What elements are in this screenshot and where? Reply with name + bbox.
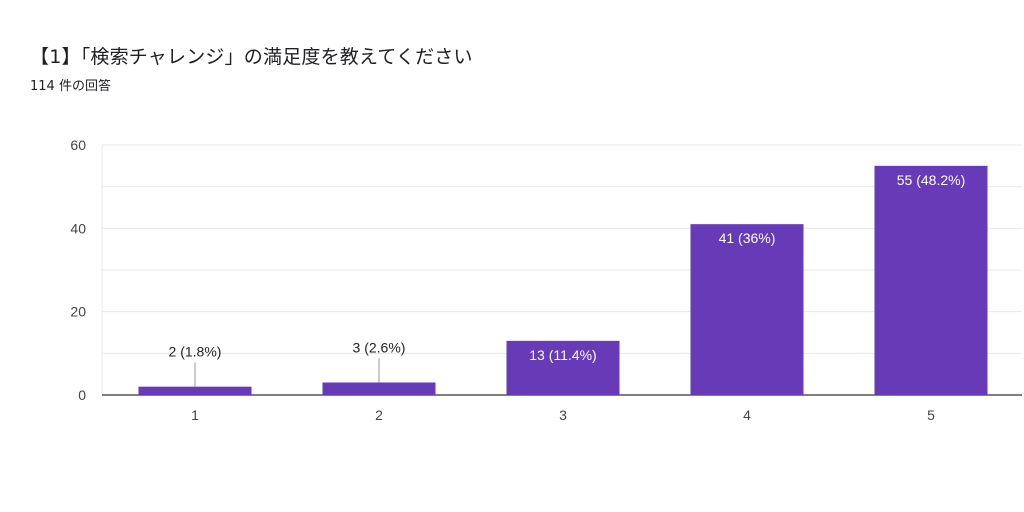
bars [138, 165, 988, 395]
chart-title: 【1】「検索チャレンジ」の満足度を教えてください [30, 46, 473, 68]
x-tick-label: 2 [375, 407, 383, 423]
y-tick-label: 0 [78, 387, 86, 403]
x-axis-ticks: 1 2 3 4 5 [191, 407, 935, 423]
bar [874, 165, 988, 395]
bar [138, 386, 252, 395]
y-tick-label: 20 [70, 304, 86, 320]
response-count: 114 件の回答 [30, 79, 111, 94]
y-axis-ticks: 0 20 40 60 [70, 137, 86, 403]
bar [506, 340, 620, 395]
chart-header: 【1】「検索チャレンジ」の満足度を教えてください 114 件の回答 [30, 44, 473, 96]
x-tick-label: 5 [927, 407, 935, 423]
data-label: 3 (2.6%) [353, 340, 406, 356]
data-label: 13 (11.4%) [529, 347, 596, 363]
x-tick-label: 3 [559, 407, 567, 423]
data-label: 41 (36%) [719, 230, 776, 246]
gridlines [101, 144, 1022, 396]
data-label: 55 (48.2%) [897, 172, 965, 188]
data-label: 2 (1.8%) [169, 344, 222, 360]
data-labels: 2 (1.8%) 3 (2.6%) 13 (11.4%) 41 (36%) 55 (48… [169, 172, 965, 387]
x-tick-label: 1 [191, 407, 199, 423]
x-tick-label: 4 [743, 407, 751, 423]
bar [322, 382, 436, 395]
y-tick-label: 40 [70, 220, 86, 236]
bar [690, 224, 804, 395]
y-tick-label: 60 [70, 137, 86, 153]
